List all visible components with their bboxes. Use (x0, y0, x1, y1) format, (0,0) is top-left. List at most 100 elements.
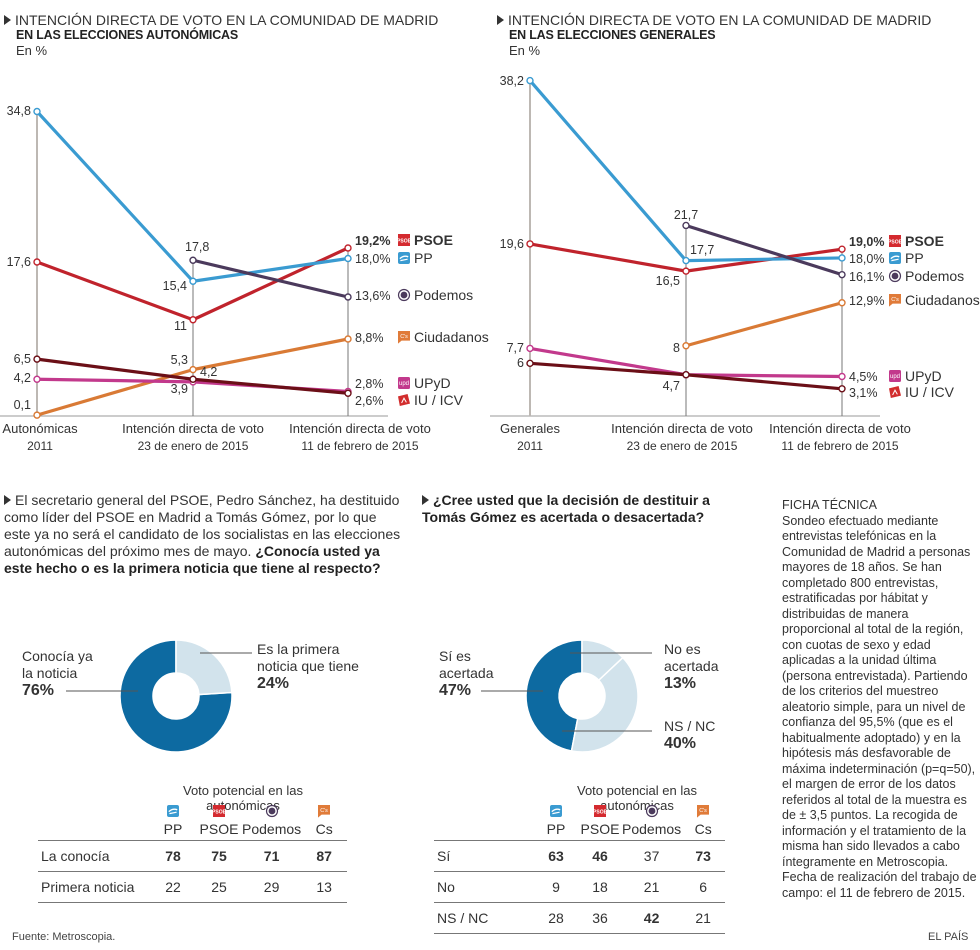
table-cell: 29 (242, 870, 302, 903)
data-point-upyd (33, 375, 41, 383)
table-row: Sí 63 46 37 73 (434, 839, 726, 871)
pie2-label-nsnc: NS / NC 40% (664, 718, 716, 752)
column-header-psoe: PSOE PSOE (578, 800, 622, 840)
psoe-logo-icon: PSOE (593, 804, 607, 817)
data-label-upyd: 7,7 (507, 341, 524, 355)
data-point-podemos (344, 293, 352, 301)
svg-text:upd: upd (399, 381, 409, 387)
end-value-psoe: 19,0% (849, 235, 884, 249)
data-point-iu-icv (682, 371, 690, 379)
psoe-logo-icon: PSOE (397, 234, 412, 246)
iu-logo-icon (398, 394, 410, 406)
row-label: No (434, 870, 534, 902)
data-point-podemos (189, 256, 197, 264)
data-label-pp: 17,7 (690, 243, 714, 257)
pp-logo-icon (550, 804, 562, 817)
donut-chart-acertada (481, 639, 652, 753)
chart-right-header: INTENCIÓN DIRECTA DE VOTO EN LA COMUNIDA… (497, 12, 931, 58)
table-row: Primera noticia 22 25 29 13 (38, 870, 348, 903)
column-label: Cs (694, 820, 712, 837)
ciudadanos-logo-icon: C's (889, 294, 901, 307)
svg-text:C's: C's (400, 334, 408, 340)
column-header-pp: PP (150, 800, 196, 840)
end-value-upyd: 2,8% (355, 377, 384, 391)
bullet-icon (422, 495, 429, 505)
table-row: La conocía 78 75 71 87 (38, 839, 348, 871)
data-label-pp: 34,8 (7, 104, 31, 118)
pie1-pct-primera: 24% (257, 675, 290, 692)
table-cell: 78 (150, 839, 196, 871)
pp-logo-icon (167, 804, 179, 817)
podemos-logo-icon (645, 804, 658, 817)
table-cell: 37 (622, 839, 682, 871)
donut-slice-ns-nc (570, 656, 639, 753)
upyd-logo-icon: upd (398, 377, 410, 389)
upyd-logo-icon: upd (889, 370, 901, 382)
data-point-ciudadanos (189, 365, 197, 374)
svg-text:C's: C's (699, 807, 707, 813)
x-tick-label: Intención directa de voto (769, 421, 911, 436)
data-point-upyd (838, 372, 846, 381)
x-tick-label: 2011 (27, 439, 53, 453)
table1: PP PSOE PSOE Podemos C's Cs La conocía 78 75 71 87… (38, 800, 348, 903)
data-point-iu-icv (189, 375, 197, 383)
table-cell: 36 (578, 901, 622, 934)
column-label: PP (546, 820, 566, 837)
data-point-psoe (189, 316, 197, 324)
data-point-podemos (838, 270, 846, 279)
table-cell: 18 (578, 870, 622, 902)
brand-label: EL PAÍS (928, 931, 969, 943)
data-point-psoe (33, 258, 41, 266)
pie2-pct-si: 47% (439, 682, 472, 699)
legend-ciudadanos: Ciudadanos (414, 329, 489, 345)
table-cell: 6 (681, 870, 726, 902)
pie2-label-si: Sí es acertada 47% (439, 648, 494, 699)
iu-logo-icon (889, 386, 901, 398)
column-label: PSOE (199, 820, 239, 837)
svg-text:PSOE: PSOE (593, 809, 607, 815)
table-cell: 42 (622, 901, 682, 934)
row-label: Primera noticia (38, 870, 150, 903)
data-label-ciudadanos: 0,1 (14, 398, 31, 412)
data-label-podemos: 21,7 (674, 208, 698, 222)
column-header-cs: C's Cs (681, 800, 725, 840)
data-point-pp (189, 277, 197, 285)
legend-psoe: PSOE (414, 232, 453, 248)
end-value-ciudadanos: 12,9% (849, 294, 884, 308)
legend-iu-icv: IU / ICV (905, 384, 955, 400)
table-cell: 9 (534, 870, 578, 902)
x-tick-label: Autonómicas (2, 421, 78, 436)
column-label: Cs (315, 820, 333, 837)
data-point-iu-icv (344, 389, 352, 397)
table-row: No 9 18 21 6 (434, 870, 726, 902)
bullet-icon (4, 15, 11, 25)
table-cell: 75 (196, 839, 242, 871)
end-value-upyd: 4,5% (849, 370, 878, 384)
data-label-ciudadanos: 5,3 (171, 353, 188, 367)
end-value-pp: 18,0% (355, 252, 390, 266)
donut-slice-conoc-a-ya-la-noticia (119, 639, 233, 753)
line-chart-autonomicas: Autonómicas 2011 Intención directa de voto… (0, 104, 489, 453)
chart-left-header: INTENCIÓN DIRECTA DE VOTO EN LA COMUNIDA… (4, 12, 438, 58)
data-point-ciudadanos (344, 335, 352, 343)
data-label-iu-icv: 6,5 (14, 352, 31, 366)
end-value-psoe: 19,2% (355, 234, 390, 248)
table-cell: 25 (196, 870, 242, 903)
x-tick-label: 23 de enero de 2015 (627, 439, 738, 453)
end-value-podemos: 16,1% (849, 270, 884, 284)
legend-podemos: Podemos (905, 268, 964, 284)
x-tick-label: 23 de enero de 2015 (138, 439, 249, 453)
question2-text: ¿Cree usted que la decisión de destituir… (422, 492, 742, 526)
donut-slice-s-es-acertada (525, 639, 583, 752)
data-point-psoe (682, 267, 690, 275)
donut-chart-conocia (66, 639, 252, 753)
column-label: Podemos (622, 820, 682, 837)
data-label-pp: 38,2 (500, 74, 524, 88)
svg-text:C's: C's (320, 807, 328, 813)
table-row: NS / NC 28 36 42 21 (434, 901, 726, 934)
x-tick-label: Generales (500, 421, 560, 436)
podemos-logo-icon (397, 288, 411, 302)
chart-left-subtitle: EN LAS ELECCIONES AUTONÓMICAS (16, 28, 238, 42)
column-header-cs: C's Cs (301, 800, 347, 840)
pie1-label-conocia: Conocía ya la noticia 76% (22, 648, 93, 699)
